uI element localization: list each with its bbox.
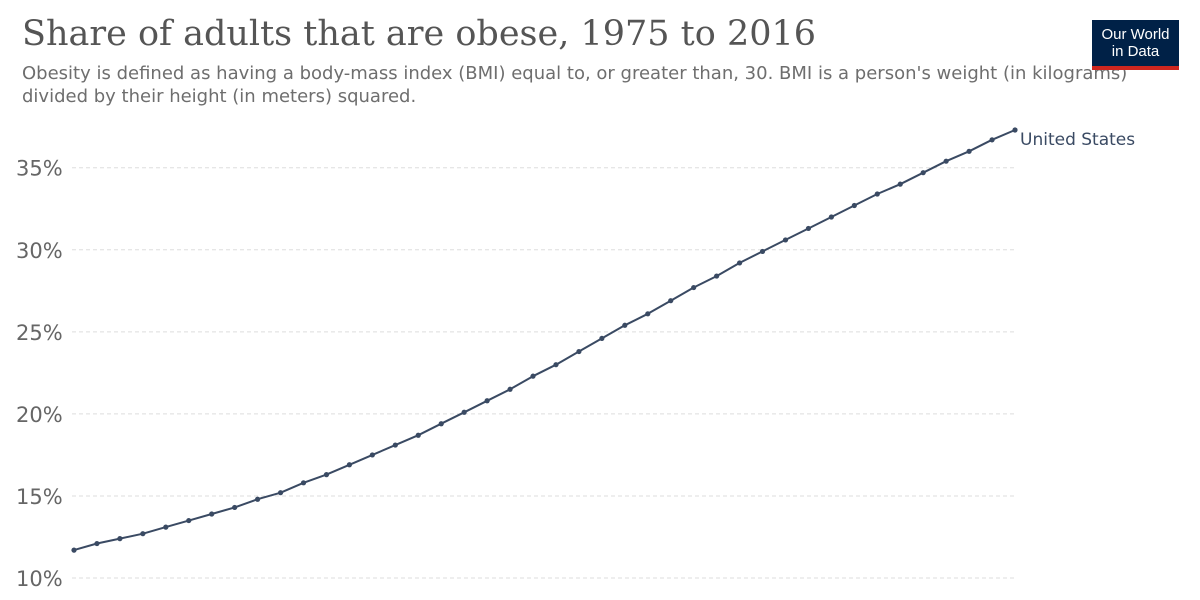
- data-point[interactable]: [920, 170, 926, 176]
- data-point[interactable]: [71, 547, 77, 553]
- data-point[interactable]: [392, 442, 398, 448]
- y-tick-label: 35%: [16, 157, 63, 181]
- data-point[interactable]: [759, 248, 766, 255]
- data-point[interactable]: [599, 335, 605, 342]
- series-layer: [71, 127, 1018, 553]
- y-tick-label: 20%: [16, 403, 63, 427]
- data-point[interactable]: [714, 273, 720, 279]
- data-point[interactable]: [897, 181, 903, 187]
- logo-line-1: Our World: [1101, 26, 1170, 43]
- data-point[interactable]: [323, 472, 330, 478]
- data-point[interactable]: [782, 237, 789, 243]
- data-point[interactable]: [484, 398, 490, 404]
- y-tick-label: 15%: [16, 485, 63, 509]
- data-point[interactable]: [346, 462, 353, 468]
- data-point[interactable]: [966, 148, 972, 154]
- data-point[interactable]: [828, 214, 834, 220]
- data-point[interactable]: [94, 540, 100, 547]
- y-tick-label: 25%: [16, 321, 63, 345]
- data-point[interactable]: [943, 158, 949, 164]
- data-point[interactable]: [805, 225, 812, 232]
- data-point[interactable]: [668, 298, 674, 304]
- data-point[interactable]: [989, 137, 995, 143]
- data-point[interactable]: [461, 409, 467, 415]
- data-point[interactable]: [255, 496, 261, 502]
- data-point[interactable]: [1012, 127, 1018, 133]
- data-point[interactable]: [576, 348, 582, 355]
- data-point[interactable]: [691, 284, 697, 291]
- data-point[interactable]: [117, 536, 123, 542]
- data-point[interactable]: [874, 191, 880, 197]
- data-point[interactable]: [300, 480, 307, 486]
- data-point[interactable]: [163, 524, 169, 530]
- data-point[interactable]: [851, 202, 857, 209]
- y-tick-label: 10%: [16, 567, 63, 591]
- data-point[interactable]: [369, 452, 375, 458]
- y-tick-label: 30%: [16, 239, 63, 263]
- y-axis-ticks: 10% 15% 20% 25% 30% 35%: [16, 157, 63, 591]
- data-point[interactable]: [209, 511, 215, 517]
- series-labels: United States: [1020, 130, 1135, 150]
- data-point[interactable]: [622, 322, 628, 328]
- series-line[interactable]: [73, 129, 1016, 552]
- data-point[interactable]: [232, 504, 238, 511]
- grid-lines: [72, 167, 1015, 579]
- data-point[interactable]: [736, 260, 743, 266]
- data-point[interactable]: [186, 517, 192, 524]
- data-point[interactable]: [438, 421, 444, 427]
- data-point[interactable]: [645, 311, 651, 317]
- data-point[interactable]: [553, 362, 559, 368]
- data-point[interactable]: [507, 386, 513, 392]
- logo-line-2: in Data: [1111, 43, 1160, 60]
- series-label: United States: [1020, 130, 1135, 150]
- data-point[interactable]: [530, 373, 536, 379]
- data-point[interactable]: [140, 531, 146, 537]
- chart-title: Share of adults that are obese, 1975 to …: [22, 14, 817, 54]
- data-point[interactable]: [277, 490, 284, 496]
- chart-subtitle: Obesity is defined as having a body-mass…: [22, 63, 1128, 107]
- owid-logo[interactable]: Our World in Data: [1092, 20, 1179, 70]
- data-point[interactable]: [415, 432, 421, 438]
